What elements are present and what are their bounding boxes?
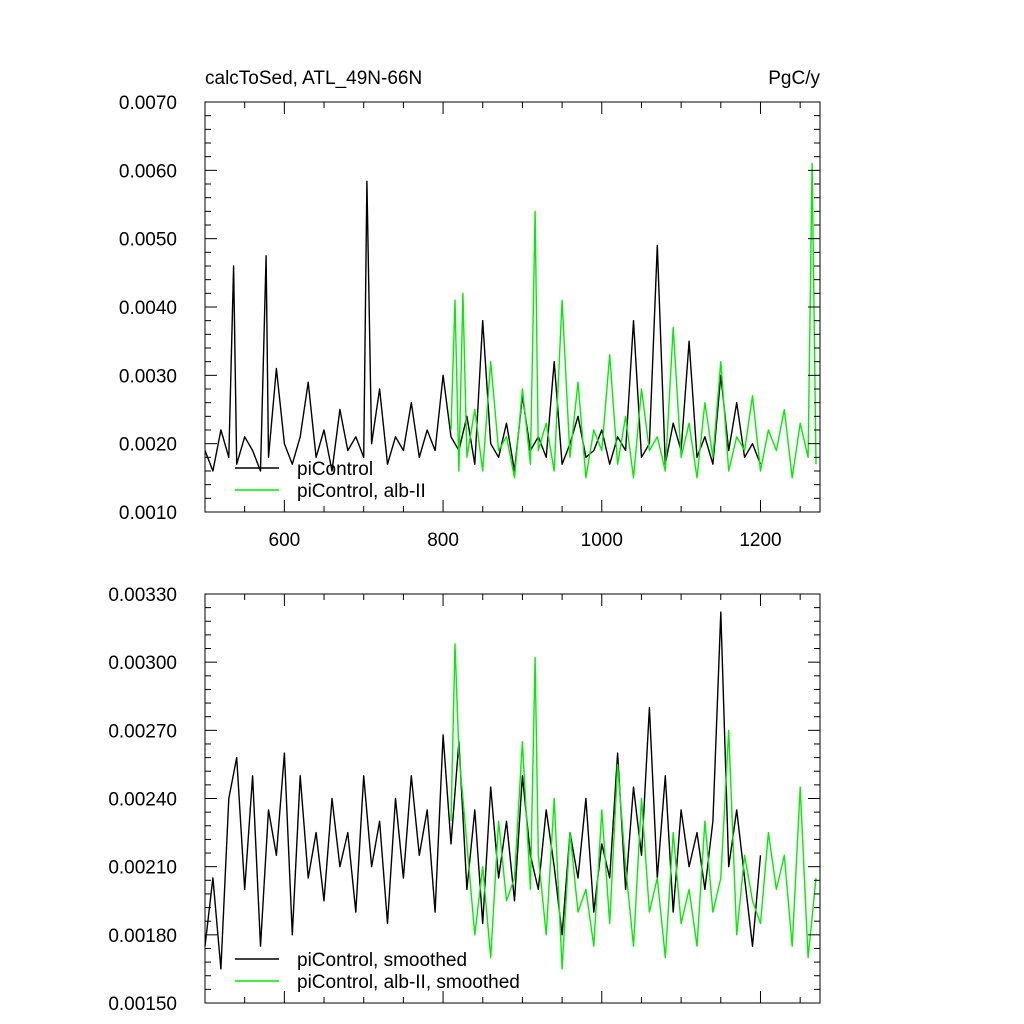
bottom-y-tick-label: 0.00150: [108, 994, 177, 1015]
bottom-plot-frame: [204, 593, 821, 1004]
bottom-chart: 0.00150 0.00180 0.00210 0.00240 0.00270 0.003…: [108, 585, 821, 1015]
top-x-tick-label: 1000: [581, 530, 623, 551]
top-series-line-2: [450, 162, 817, 479]
top-y-tick-label: 0.0070: [119, 93, 177, 114]
top-legend-label-2: piControl, alb-II: [297, 481, 426, 502]
top-y-tick-label: 0.0010: [119, 503, 177, 524]
top-chart-title: calcToSed, ATL_49N-66N: [205, 68, 422, 89]
bottom-series-line-1: [204, 611, 762, 970]
bottom-y-tick-label: 0.00300: [108, 653, 177, 674]
top-y-tick-label: 0.0040: [119, 298, 177, 319]
bottom-y-tick-label: 0.00270: [108, 721, 177, 742]
top-series-line-1: [204, 180, 762, 472]
bottom-y-tick-label: 0.00180: [108, 926, 177, 947]
top-y-tick-label: 0.0030: [119, 366, 177, 387]
top-x-tick-label: 600: [269, 530, 301, 551]
bottom-y-tick-label: 0.00240: [108, 790, 177, 811]
top-x-tick-label: 1200: [739, 530, 781, 551]
bottom-y-tick-label: 0.00330: [108, 585, 177, 606]
bottom-legend-label-2: piControl, alb-II, smoothed: [297, 972, 520, 993]
bottom-y-tick-label: 0.00210: [108, 858, 177, 879]
bottom-legend-label-1: piControl, smoothed: [297, 950, 467, 971]
top-chart: 0.0010 0.0020 0.0030 0.0040 0.0050 0.0060 0.00…: [119, 93, 821, 551]
top-legend-label-1: piControl: [297, 459, 373, 480]
top-y-tick-label: 0.0020: [119, 435, 177, 456]
bottom-series-line-2: [450, 643, 817, 970]
top-x-tick-label: 800: [427, 530, 459, 551]
top-chart-units: PgC/y: [768, 68, 820, 89]
top-y-tick-label: 0.0060: [119, 161, 177, 182]
top-y-tick-label: 0.0050: [119, 230, 177, 251]
